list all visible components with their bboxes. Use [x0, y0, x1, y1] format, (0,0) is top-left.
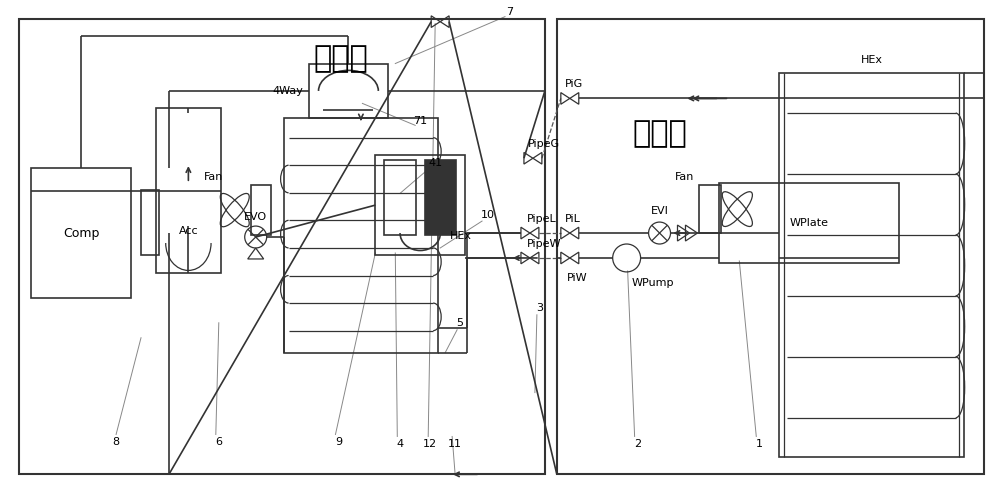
Bar — [425, 160, 456, 235]
Text: PiG: PiG — [565, 79, 583, 89]
Text: 9: 9 — [335, 437, 342, 448]
Text: PiL: PiL — [565, 214, 581, 224]
Text: 室外机: 室外机 — [313, 44, 368, 73]
Text: PiW: PiW — [567, 273, 587, 283]
Bar — [19, 19, 545, 474]
Bar — [284, 118, 438, 352]
Text: 8: 8 — [113, 437, 120, 448]
Text: 3: 3 — [536, 303, 543, 313]
Bar — [251, 185, 271, 235]
Text: 41: 41 — [428, 158, 442, 168]
Bar — [309, 64, 388, 118]
Bar — [384, 160, 416, 235]
Bar — [31, 168, 131, 298]
Bar — [375, 155, 465, 255]
Bar — [699, 185, 721, 233]
Text: 4: 4 — [397, 439, 404, 450]
Text: PipeL: PipeL — [527, 214, 557, 224]
Text: 4Way: 4Way — [273, 86, 304, 96]
Text: 12: 12 — [423, 439, 437, 450]
Bar — [141, 190, 159, 255]
Text: 1: 1 — [756, 439, 763, 450]
Text: Comp: Comp — [63, 227, 99, 240]
Text: 10: 10 — [481, 210, 495, 220]
Text: 11: 11 — [448, 439, 462, 450]
Text: Fan: Fan — [675, 172, 694, 182]
Text: WPump: WPump — [632, 278, 674, 288]
Text: WPlate: WPlate — [790, 218, 829, 228]
Bar — [779, 73, 964, 458]
Text: HEx: HEx — [450, 231, 472, 241]
Text: Acc: Acc — [179, 226, 198, 236]
Text: 5: 5 — [457, 318, 464, 328]
Text: Fan: Fan — [203, 172, 223, 182]
Text: 2: 2 — [634, 439, 641, 450]
Bar — [557, 19, 984, 474]
Text: 7: 7 — [506, 7, 514, 17]
Text: PipeW: PipeW — [527, 239, 561, 249]
Bar — [719, 183, 899, 263]
Bar — [156, 108, 221, 273]
Text: EVO: EVO — [244, 212, 267, 222]
Text: 71: 71 — [413, 116, 427, 126]
Text: 室内机: 室内机 — [632, 119, 687, 148]
Text: 6: 6 — [215, 437, 222, 448]
Text: EVI: EVI — [651, 206, 668, 216]
Text: HEx: HEx — [860, 55, 882, 65]
Text: PipeG: PipeG — [528, 140, 560, 149]
